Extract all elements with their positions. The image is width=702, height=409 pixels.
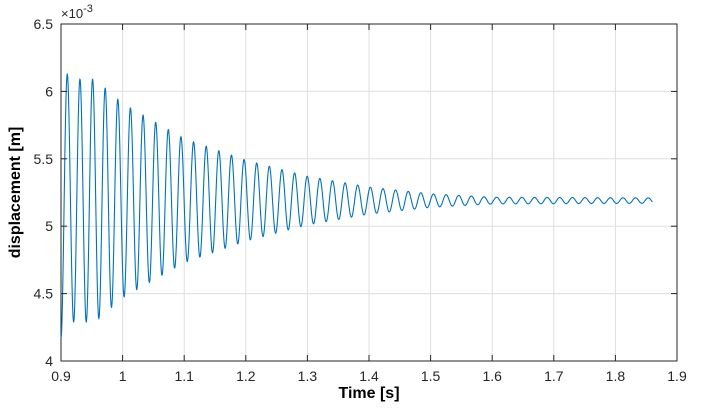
x-tick-label: 1.3: [298, 368, 318, 384]
series-group: [60, 73, 653, 339]
x-tick-label: 1.9: [667, 368, 687, 384]
series-line-1: [60, 73, 653, 339]
y-tick-label: 4: [45, 353, 53, 369]
x-tick-label: 1.5: [421, 368, 441, 384]
y-tick-label: 5.5: [34, 151, 54, 167]
y-tick-label: 5: [45, 218, 53, 234]
y-tick-label: 4.5: [34, 286, 54, 302]
ticks: [60, 23, 678, 362]
y-axis-exponent-base: ×10: [61, 6, 83, 21]
x-tick-label: 1.6: [482, 368, 502, 384]
y-axis-exponent-power: -3: [83, 3, 93, 15]
x-tick-label: 1.1: [174, 368, 194, 384]
y-tick-label: 6: [45, 83, 53, 99]
x-tick-label: 1.7: [544, 368, 564, 384]
y-axis-label: displacement [m]: [7, 127, 24, 259]
x-axis-label: Time [s]: [338, 385, 399, 402]
x-tick-label: 0.9: [51, 368, 71, 384]
x-tick-label: 1: [119, 368, 127, 384]
x-tick-label: 1.4: [359, 368, 379, 384]
x-tick-label: 1.8: [606, 368, 626, 384]
tick-labels: 0.9 1 1.1 1.2 1.3 1.4 1.5 1.6 1.7 1.8 1.9 4 4.5 5 5.5 6…: [34, 16, 687, 384]
y-axis-exponent: ×10-3: [61, 3, 93, 21]
y-tick-label: 6.5: [34, 16, 54, 32]
x-tick-label: 1.2: [236, 368, 256, 384]
